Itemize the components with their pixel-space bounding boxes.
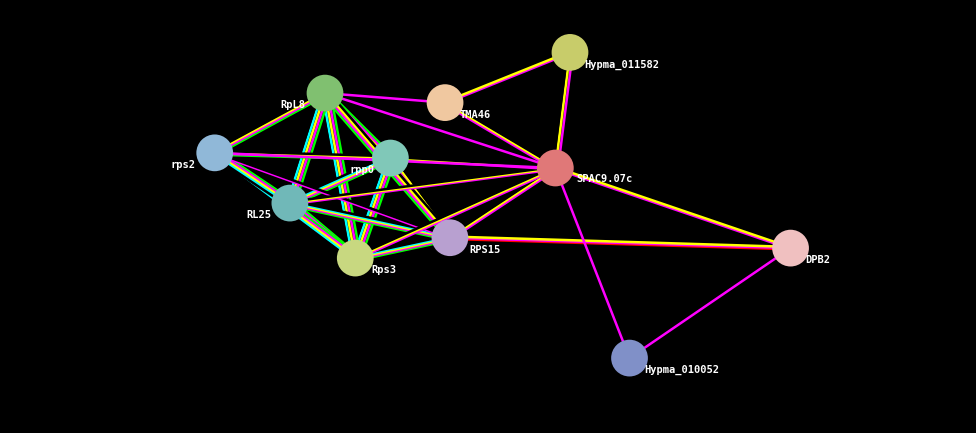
- Point: [548, 165, 563, 171]
- Text: RPS15: RPS15: [469, 245, 501, 255]
- Text: RpL8: RpL8: [280, 100, 305, 110]
- Point: [562, 49, 578, 56]
- Text: RL25: RL25: [246, 210, 271, 220]
- Point: [347, 255, 363, 262]
- Text: DPB2: DPB2: [805, 255, 831, 265]
- Text: TMA46: TMA46: [460, 110, 491, 120]
- Point: [437, 99, 453, 106]
- Text: Hypma_011582: Hypma_011582: [585, 59, 660, 70]
- Point: [442, 234, 458, 241]
- Text: rpp0: rpp0: [349, 165, 375, 175]
- Point: [317, 90, 333, 97]
- Text: Hypma_010052: Hypma_010052: [644, 365, 719, 375]
- Point: [383, 155, 398, 162]
- Text: rps2: rps2: [171, 160, 196, 170]
- Text: SPAC9.07c: SPAC9.07c: [577, 174, 633, 184]
- Point: [207, 149, 223, 156]
- Point: [783, 245, 798, 252]
- Point: [622, 355, 637, 362]
- Text: Rps3: Rps3: [371, 265, 396, 275]
- Point: [282, 200, 298, 207]
